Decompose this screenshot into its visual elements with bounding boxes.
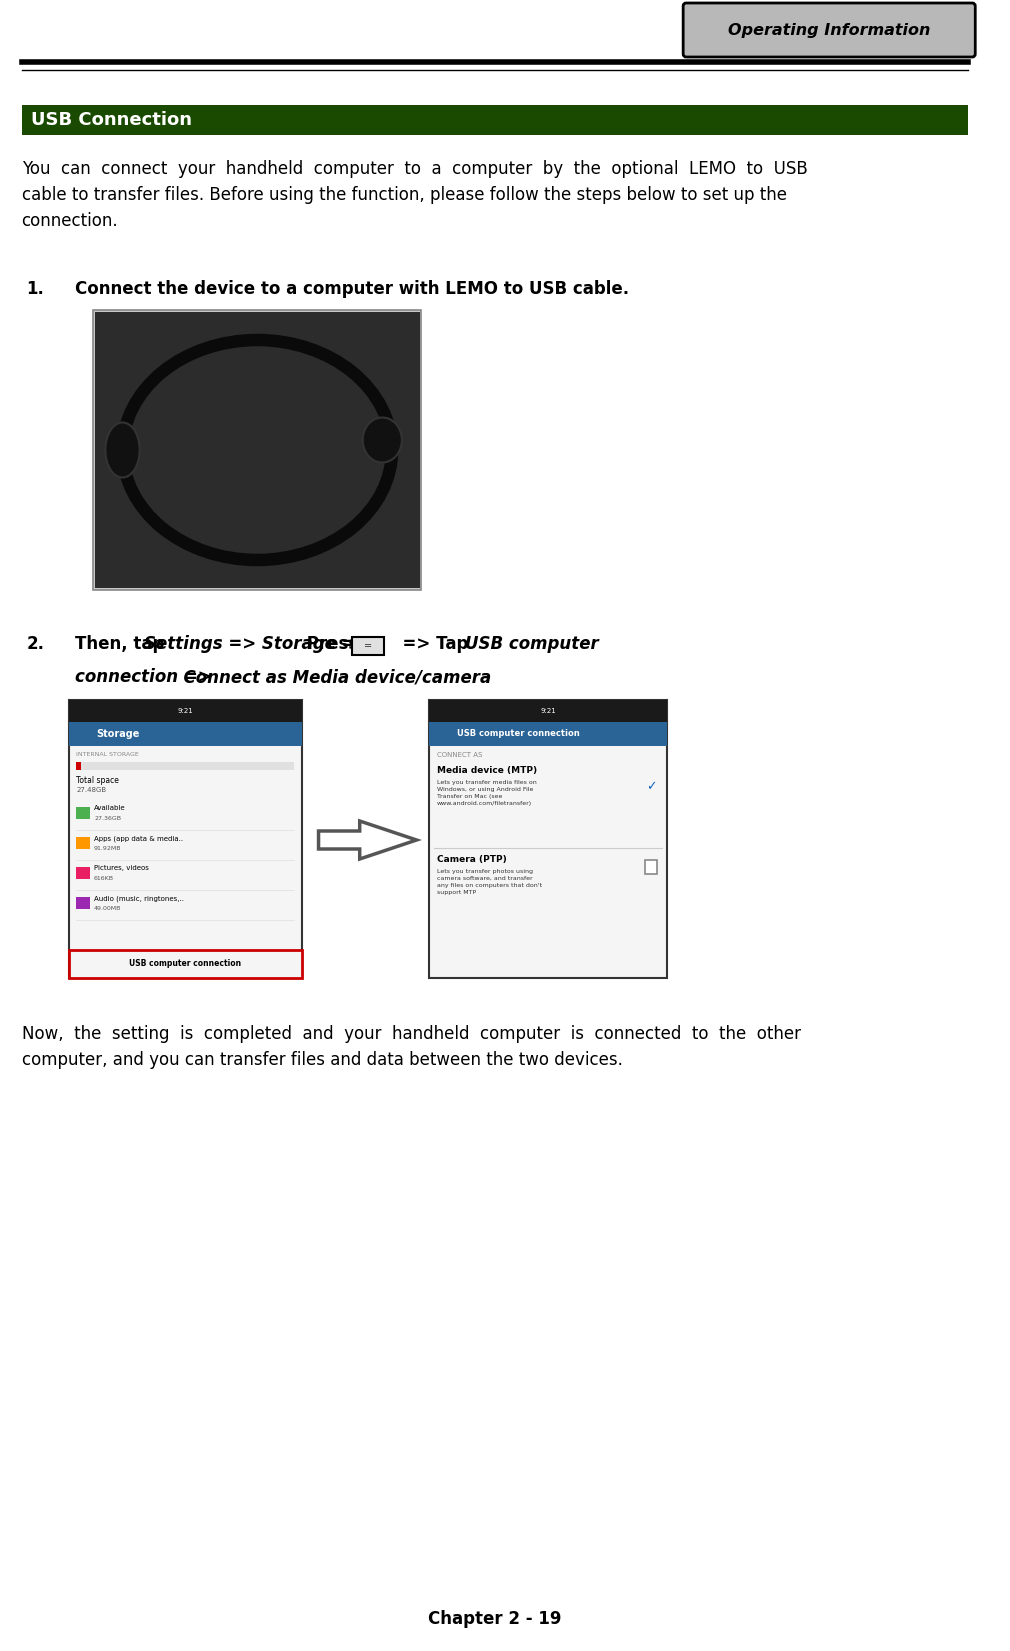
Text: Total space: Total space	[77, 776, 119, 784]
FancyBboxPatch shape	[93, 310, 421, 589]
FancyBboxPatch shape	[351, 637, 384, 655]
Text: 91.92MB: 91.92MB	[94, 845, 121, 850]
Text: connection.: connection.	[21, 211, 118, 229]
FancyBboxPatch shape	[21, 106, 969, 135]
Text: Camera (PTP): Camera (PTP)	[437, 855, 507, 863]
Text: 49.00MB: 49.00MB	[94, 906, 121, 911]
FancyBboxPatch shape	[77, 763, 294, 769]
FancyBboxPatch shape	[69, 700, 302, 721]
FancyBboxPatch shape	[69, 700, 302, 977]
Ellipse shape	[363, 418, 402, 462]
FancyBboxPatch shape	[77, 763, 81, 769]
FancyBboxPatch shape	[429, 721, 667, 746]
Text: Available: Available	[94, 806, 125, 811]
Text: => Tap: => Tap	[391, 636, 480, 654]
Text: USB computer: USB computer	[465, 636, 598, 654]
Text: Chapter 2 - 19: Chapter 2 - 19	[428, 1610, 562, 1628]
Text: Audio (music, ringtones,..: Audio (music, ringtones,..	[94, 895, 184, 901]
Text: 27.36GB: 27.36GB	[94, 816, 121, 821]
FancyBboxPatch shape	[645, 860, 656, 873]
FancyBboxPatch shape	[69, 721, 302, 746]
Text: Apps (app data & media..: Apps (app data & media..	[94, 835, 183, 842]
Text: INTERNAL STORAGE: INTERNAL STORAGE	[77, 751, 139, 758]
Text: Now,  the  setting  is  completed  and  your  handheld  computer  is  connected : Now, the setting is completed and your h…	[21, 1025, 801, 1043]
Text: USB Connection: USB Connection	[31, 111, 192, 129]
Text: Media device (MTP): Media device (MTP)	[437, 766, 537, 774]
Text: You  can  connect  your  handheld  computer  to  a  computer  by  the  optional : You can connect your handheld computer t…	[21, 160, 807, 178]
Text: USB computer connection: USB computer connection	[457, 730, 580, 738]
FancyBboxPatch shape	[683, 3, 976, 58]
Text: Connect the device to a computer with LEMO to USB cable.: Connect the device to a computer with LE…	[76, 281, 629, 297]
Text: connection =>: connection =>	[76, 669, 212, 687]
Text: Then, tap: Then, tap	[76, 636, 177, 654]
Text: 27.48GB: 27.48GB	[77, 788, 107, 792]
Polygon shape	[318, 821, 416, 859]
Text: Settings => Storage =>: Settings => Storage =>	[144, 636, 370, 654]
Text: Lets you transfer photos using
camera software, and transfer
any files on comput: Lets you transfer photos using camera so…	[437, 868, 542, 895]
Text: Connect as Media device/camera: Connect as Media device/camera	[172, 669, 491, 687]
Text: =: =	[364, 641, 372, 650]
Text: Lets you transfer media files on
Windows, or using Android File
Transfer on Mac : Lets you transfer media files on Windows…	[437, 779, 537, 806]
Text: ✓: ✓	[646, 779, 658, 792]
FancyBboxPatch shape	[77, 867, 90, 878]
FancyBboxPatch shape	[429, 700, 667, 977]
Text: CONNECT AS: CONNECT AS	[437, 751, 483, 758]
Text: 616KB: 616KB	[94, 877, 114, 882]
Text: Storage: Storage	[96, 730, 139, 740]
Text: 2.: 2.	[26, 636, 44, 654]
FancyBboxPatch shape	[95, 312, 419, 588]
Ellipse shape	[105, 423, 139, 477]
FancyBboxPatch shape	[69, 949, 302, 977]
Text: 9:21: 9:21	[540, 708, 556, 713]
Text: Pictures, videos: Pictures, videos	[94, 865, 148, 872]
FancyBboxPatch shape	[77, 896, 90, 910]
Text: 9:21: 9:21	[178, 708, 193, 713]
FancyBboxPatch shape	[429, 700, 667, 721]
Text: 1.: 1.	[26, 281, 44, 297]
Text: cable to transfer files. Before using the function, please follow the steps belo: cable to transfer files. Before using th…	[21, 187, 787, 205]
Text: Operating Information: Operating Information	[728, 23, 930, 38]
Text: Press: Press	[301, 636, 370, 654]
Text: computer, and you can transfer files and data between the two devices.: computer, and you can transfer files and…	[21, 1052, 622, 1068]
FancyBboxPatch shape	[77, 807, 90, 819]
FancyBboxPatch shape	[77, 837, 90, 849]
Text: USB computer connection: USB computer connection	[129, 959, 241, 969]
